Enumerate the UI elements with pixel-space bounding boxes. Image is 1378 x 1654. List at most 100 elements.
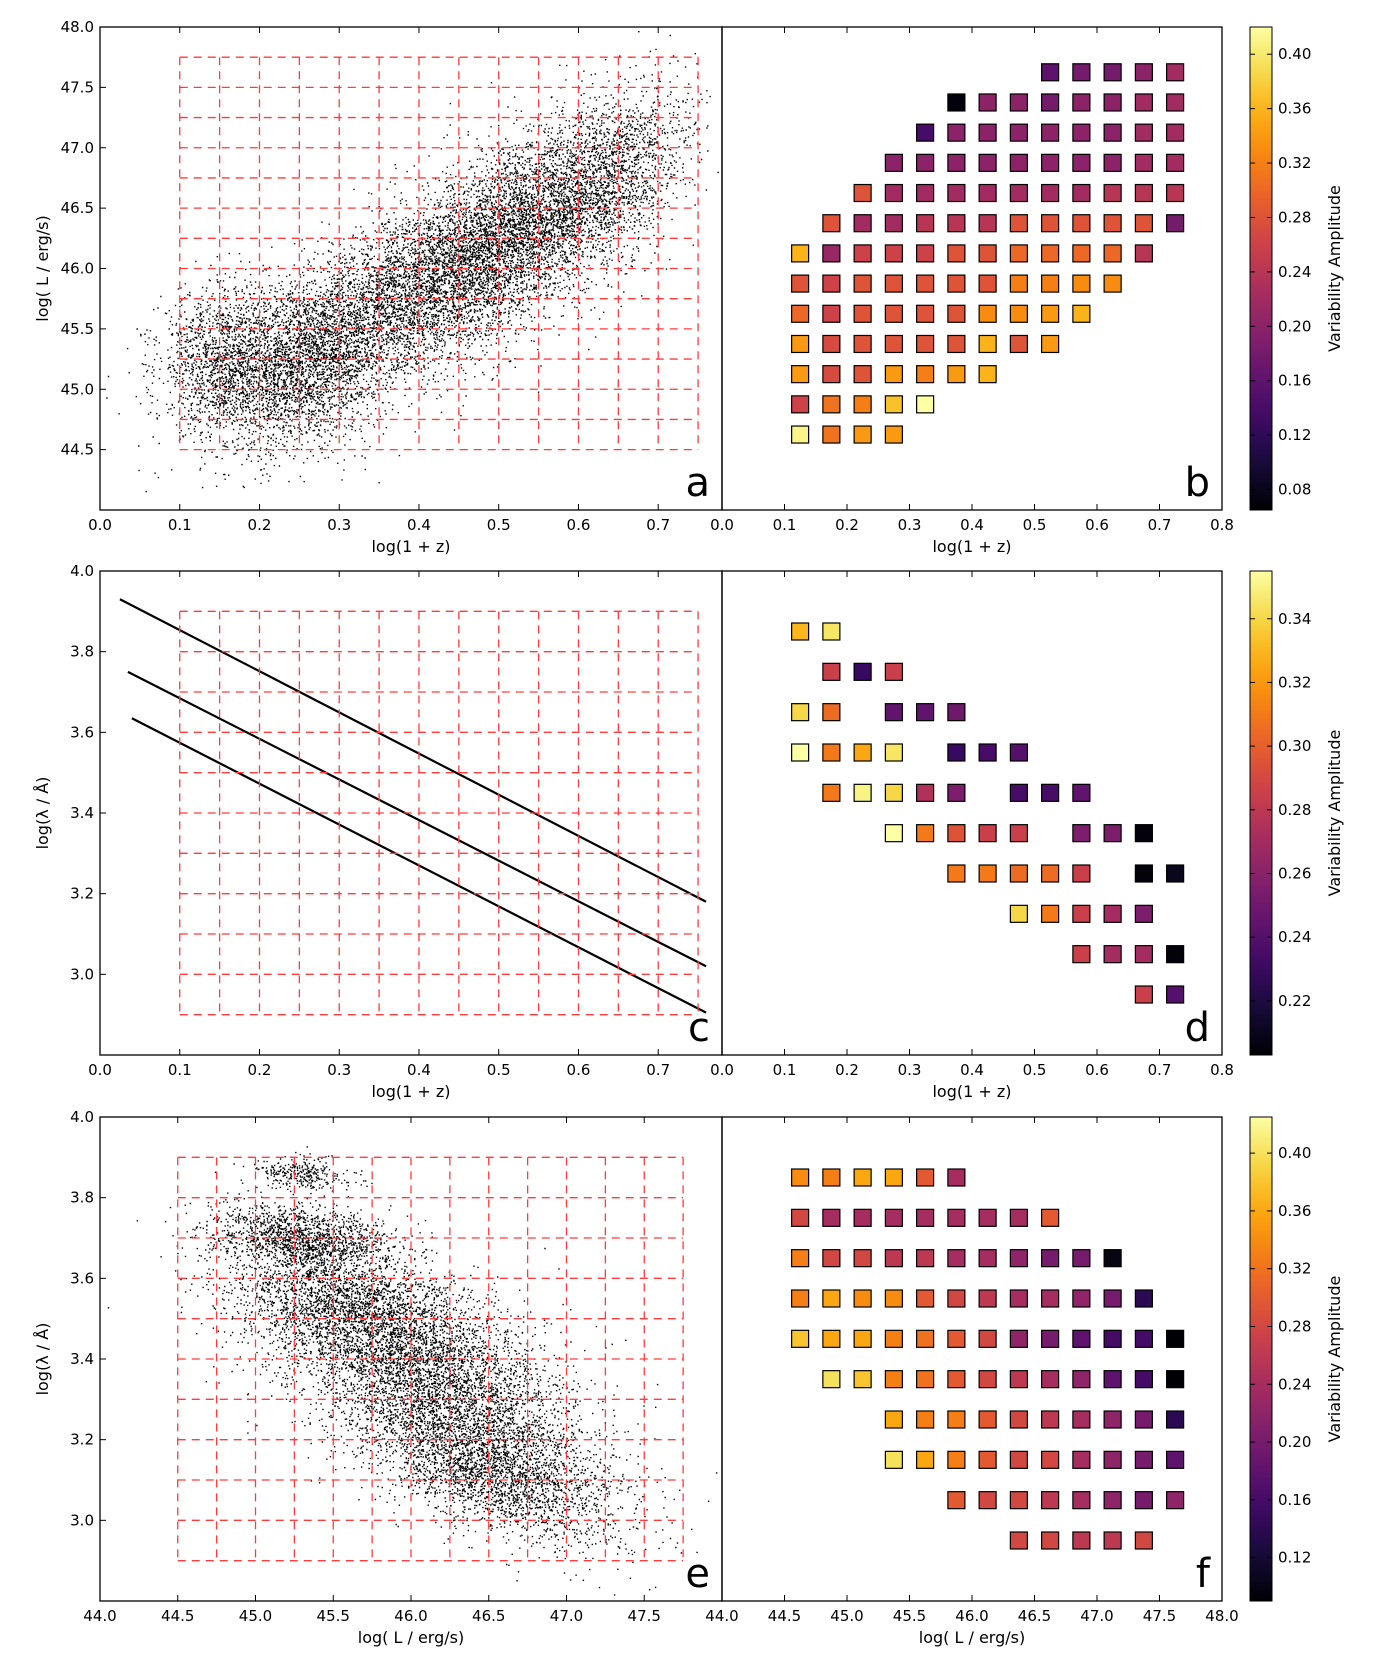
heatmap-cell: [947, 365, 966, 384]
heatmap-cell: [884, 1370, 903, 1389]
heatmap-cell: [1072, 1329, 1091, 1348]
x-tick-label: 47.5: [628, 1607, 661, 1625]
plot-frame-d: [721, 570, 1223, 1056]
heatmap-cell: [1041, 214, 1060, 233]
heatmap-cell: [822, 1168, 841, 1187]
heatmap-cell: [1009, 864, 1028, 883]
heatmap-cell: [822, 783, 841, 802]
x-tick-label: 0.3: [898, 516, 922, 534]
heatmap-cell: [916, 1168, 935, 1187]
heatmap-cell: [1103, 824, 1122, 843]
heatmap-cell: [853, 334, 872, 354]
point-cloud-e-4: [247, 1375, 710, 1589]
heatmap-cell: [822, 703, 841, 722]
wavelength-track-1: [119, 598, 707, 903]
x-tick-label: 44.0: [705, 1607, 738, 1625]
heatmap-cell: [884, 1410, 903, 1429]
x-tick-label: 44.5: [768, 1607, 801, 1625]
y-tick-label: 3.2: [70, 885, 94, 903]
heatmap-cell: [947, 1491, 966, 1510]
y-tick-label: 3.0: [70, 1511, 94, 1529]
heatmap-cells-f: [791, 1168, 1185, 1550]
colorbar-tick-label: 0.32: [1278, 154, 1311, 172]
colorbar-tick-label: 0.12: [1278, 1549, 1311, 1567]
heatmap-cell: [791, 395, 810, 414]
heatmap-cell: [884, 1168, 903, 1187]
x-tick-label: 47.5: [1143, 1607, 1176, 1625]
x-tick-label: 0.1: [773, 1061, 797, 1079]
heatmap-cell: [1134, 824, 1153, 843]
heatmap-cell: [978, 1370, 997, 1389]
heatmap-cell: [1166, 1329, 1185, 1348]
heatmap-cell: [853, 1168, 872, 1187]
heatmap-cell: [1103, 274, 1122, 293]
heatmap-cell: [1103, 1491, 1122, 1510]
heatmap-cell: [1041, 1208, 1060, 1227]
heatmap-cell: [1103, 153, 1122, 172]
heatmap-cell: [1134, 153, 1153, 172]
heatmap-cell: [1009, 214, 1028, 233]
y-axis-label: log(λ / Å): [33, 777, 52, 850]
heatmap-cell: [947, 183, 966, 203]
scatter-points-a: [106, 31, 719, 493]
panel-label-a: a: [685, 460, 710, 506]
x-axis-label: log(1 + z): [371, 1082, 450, 1101]
heatmap-cell: [1103, 1370, 1122, 1389]
x-tick-label: 0.0: [710, 516, 734, 534]
heatmap-cell: [1009, 824, 1028, 843]
heatmap-cell: [916, 274, 935, 293]
heatmap-cell: [822, 244, 841, 263]
heatmap-cell: [1134, 1410, 1153, 1429]
heatmap-cell: [884, 395, 903, 414]
colorbar-tick-label: 0.24: [1278, 928, 1311, 946]
heatmap-cell: [916, 214, 935, 233]
heatmap-cell: [884, 365, 903, 384]
heatmap-cell: [916, 824, 935, 843]
heatmap-cell: [884, 334, 903, 354]
heatmap-cell: [1009, 743, 1028, 762]
colorbar-label: Variability Amplitude: [1325, 730, 1344, 897]
heatmap-cell: [1041, 904, 1060, 923]
heatmap-cell: [1103, 123, 1122, 142]
heatmap-cell: [1009, 1370, 1028, 1389]
x-tick-label: 0.6: [1085, 516, 1109, 534]
heatmap-cell: [1134, 63, 1153, 82]
heatmap-cell: [916, 1370, 935, 1389]
heatmap-cell: [978, 244, 997, 263]
heatmap-cell: [1166, 1450, 1185, 1469]
point-cloud-e-0: [136, 1182, 438, 1300]
heatmap-cell: [1072, 153, 1091, 172]
heatmap-cell: [1072, 1450, 1091, 1469]
heatmap-cell: [916, 183, 935, 203]
heatmap-cell: [916, 783, 935, 802]
panel-label-e: e: [685, 1551, 710, 1597]
heatmap-cell: [916, 153, 935, 172]
heatmap-cell: [884, 824, 903, 843]
heatmap-cell: [916, 1329, 935, 1348]
panel-label-c: c: [688, 1005, 710, 1051]
heatmap-cell: [916, 1410, 935, 1429]
x-tick-label: 0.5: [487, 516, 511, 534]
y-tick-label: 48.0: [61, 18, 94, 36]
heatmap-cell: [947, 214, 966, 233]
colorbar-tick-label: 0.26: [1278, 865, 1311, 883]
point-cloud-a-3: [107, 246, 317, 472]
heatmap-cell: [1166, 183, 1185, 203]
x-tick-label: 46.0: [394, 1607, 427, 1625]
heatmap-cell: [822, 1249, 841, 1268]
x-tick-label: 0.1: [168, 1061, 192, 1079]
heatmap-cell: [1009, 783, 1028, 802]
x-tick-label: 44.0: [83, 1607, 116, 1625]
heatmap-cell: [1134, 214, 1153, 233]
heatmap-cell: [1166, 864, 1185, 883]
colorbar-b: 0.08 0.12 0.16 0.20 0.24 0.28 0.32 0.36 0.40 Vari…: [1249, 26, 1344, 511]
scatter-points-e: [107, 1146, 718, 1596]
heatmap-cell: [853, 662, 872, 681]
heatmap-cell: [884, 1329, 903, 1348]
point-cloud-e-3: [185, 1253, 718, 1596]
x-tick-label: 0.5: [487, 1061, 511, 1079]
y-tick-label: 3.8: [70, 643, 94, 661]
x-tick-label: 0.1: [773, 516, 797, 534]
x-tick-label: 45.0: [239, 1607, 272, 1625]
y-axis-label: log(λ / Å): [33, 1323, 52, 1396]
